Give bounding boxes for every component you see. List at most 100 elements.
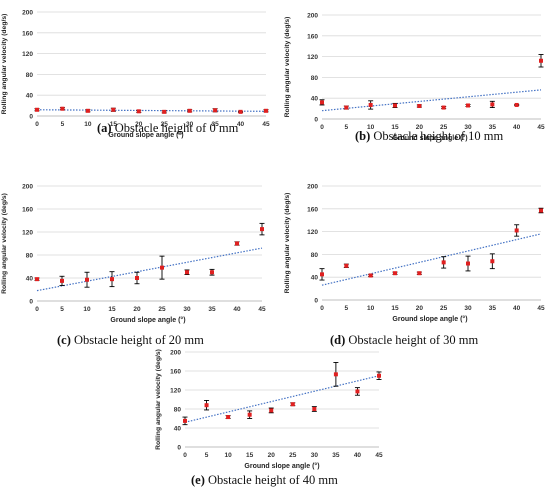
chart-d-point	[344, 263, 349, 268]
chart-c-xtick-label: 5	[60, 306, 64, 313]
chart-e-xtick-label: 20	[268, 452, 276, 459]
chart-c-point	[85, 277, 89, 282]
chart-b-ytick-label: 120	[307, 54, 318, 61]
caption-d: (d) Obstacle height of 30 mm	[330, 333, 478, 348]
chart-e-ytick-label: 200	[170, 350, 181, 357]
chart-b: 0 40 80 120 160 200 0 5 10 15 20 25 30 35 40 45 Ground s…	[284, 13, 545, 143]
chart-a-ytick-label: 200	[22, 10, 33, 17]
chart-b-xtick-label: 5	[345, 124, 349, 131]
chart-c-point	[60, 278, 64, 283]
caption-b-text: Obstacle height of 10 mm	[370, 129, 504, 143]
chart-a-point	[162, 109, 167, 114]
chart-e-x-axis-title: Ground slope angle (°)	[244, 462, 319, 470]
chart-d-point	[466, 261, 470, 266]
chart-d-xtick-label: 45	[537, 305, 545, 312]
chart-b-point	[466, 103, 470, 108]
chart-e-ytick-label: 40	[174, 426, 182, 433]
chart-c-ytick-label: 120	[22, 230, 33, 237]
chart-c-point	[35, 277, 39, 282]
chart-a-point	[213, 108, 218, 113]
chart-b-trendline	[321, 89, 542, 112]
chart-d-ytick-label: 0	[314, 298, 318, 305]
chart-a-point	[35, 107, 39, 112]
chart-b-point	[320, 100, 324, 105]
chart-d-point	[320, 272, 324, 277]
chart-c-x-axis-title: Ground slope angle (°)	[110, 316, 185, 324]
chart-d-ytick-label: 200	[307, 184, 318, 191]
chart-c-xtick-label: 30	[183, 306, 191, 313]
chart-b-ytick-label: 40	[311, 96, 319, 103]
chart-a-ytick-label: 0	[29, 114, 33, 121]
chart-d-ytick-label: 160	[307, 206, 318, 213]
chart-e-xtick-label: 0	[183, 452, 187, 459]
chart-a-point	[238, 109, 243, 114]
chart-e-point	[355, 389, 360, 394]
chart-c-xtick-label: 20	[133, 306, 141, 313]
caption-e-label: (e)	[191, 473, 205, 487]
chart-b-xtick-label: 10	[367, 124, 375, 131]
chart-d-trendline	[321, 233, 542, 286]
chart-c-xtick-label: 15	[108, 306, 116, 313]
chart-d-xtick-label: 30	[464, 305, 472, 312]
chart-b-point	[368, 102, 373, 107]
chart-a-point	[85, 108, 90, 113]
chart-c-point	[210, 270, 214, 275]
chart-a-xtick-label: 35	[211, 121, 219, 128]
chart-d-point	[514, 228, 519, 233]
chart-c-point	[135, 276, 139, 280]
chart-d-x-axis-title: Ground slope angle (°)	[392, 315, 467, 323]
chart-d-point	[490, 259, 495, 264]
caption-c-text: Obstacle height of 20 mm	[70, 333, 204, 347]
chart-e-point	[269, 408, 274, 413]
chart-e-point	[204, 403, 209, 408]
caption-c-label: (c)	[57, 333, 71, 347]
chart-e-point	[247, 412, 252, 417]
caption-b-label: (b)	[355, 129, 371, 143]
caption-d-label: (d)	[330, 333, 346, 347]
chart-a-xtick-label: 20	[135, 121, 143, 128]
chart-c-xtick-label: 35	[208, 306, 216, 313]
chart-e-xtick-label: 45	[375, 452, 383, 459]
chart-d-ytick-label: 80	[311, 252, 319, 259]
chart-d-xtick-label: 25	[440, 305, 448, 312]
chart-a-point	[111, 107, 116, 112]
chart-b-ytick-label: 0	[314, 117, 318, 124]
chart-b-xtick-label: 25	[440, 124, 448, 131]
chart-b-xtick-label: 35	[489, 124, 497, 131]
chart-a-y-axis-title: Rolling angular velocity (deg/s)	[1, 14, 8, 115]
chart-b-point	[441, 105, 446, 110]
caption-a-text: Obstacle height of 0 mm	[111, 121, 239, 135]
chart-d: 0 40 80 120 160 200 0 5 10 15 20 25 30 35 40 45 Ground s…	[284, 184, 545, 324]
chart-a-ytick-label: 120	[22, 51, 33, 58]
caption-c: (c) Obstacle height of 20 mm	[57, 333, 204, 348]
caption-a-label: (a)	[97, 121, 112, 135]
chart-b-point	[417, 104, 422, 108]
chart-d-ytick-label: 40	[311, 275, 319, 282]
chart-d-point	[417, 271, 422, 276]
chart-e-point	[333, 372, 338, 377]
chart-a: 0 40 80 120 160 200 0 5 10 15 20 25 30 35 40 45 Ground s…	[1, 10, 270, 140]
chart-b-y-axis-title: Rolling angular velocity (deg/s)	[284, 17, 291, 118]
chart-b-xtick-label: 40	[513, 124, 521, 131]
chart-a-ytick-label: 160	[22, 30, 33, 37]
chart-d-point	[441, 260, 446, 265]
chart-e-xtick-label: 10	[224, 452, 232, 459]
chart-a-trendline	[36, 109, 267, 112]
chart-d-ytick-label: 120	[307, 229, 318, 236]
chart-e-trendline	[184, 375, 380, 423]
chart-e-xtick-label: 5	[205, 452, 209, 459]
chart-a-point	[136, 109, 141, 114]
chart-e-xtick-label: 40	[354, 452, 362, 459]
chart-d-xtick-label: 15	[391, 305, 399, 312]
caption-a: (a) Obstacle height of 0 mm	[97, 121, 238, 136]
chart-a-xtick-label: 40	[237, 121, 245, 128]
chart-c-point	[260, 227, 264, 232]
chart-c-xtick-label: 25	[158, 306, 166, 313]
caption-d-text: Obstacle height of 30 mm	[345, 333, 479, 347]
chart-a-ytick-label: 80	[26, 72, 34, 79]
chart-a-xtick-label: 25	[161, 121, 169, 128]
chart-b-point	[344, 105, 349, 110]
chart-c-ytick-label: 80	[26, 253, 34, 260]
chart-e-y-axis-title: Rolling angular velocity (deg/s)	[155, 349, 162, 450]
chart-b-point	[490, 102, 495, 107]
